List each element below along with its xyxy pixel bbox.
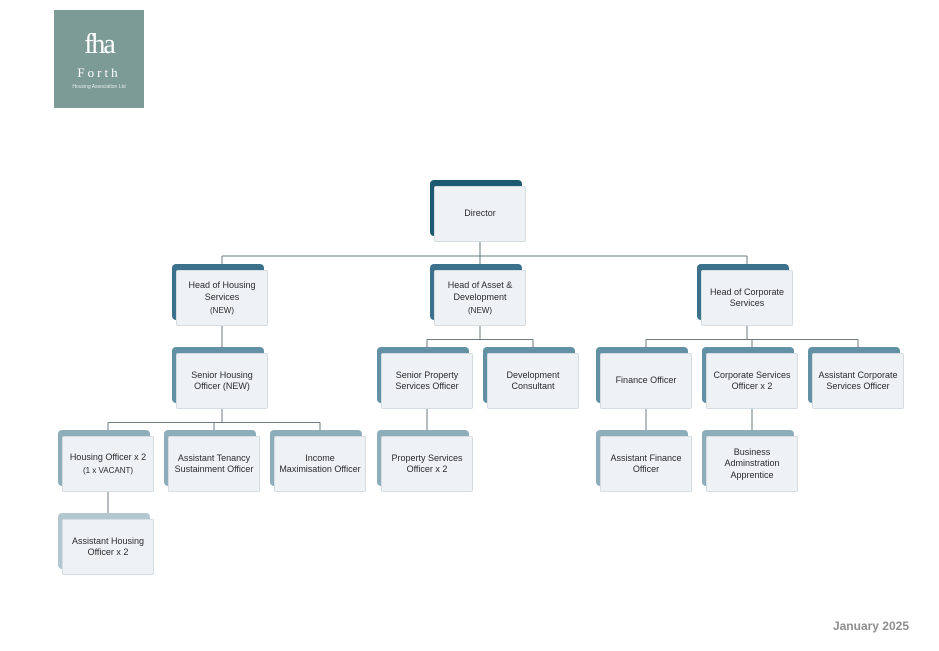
org-node-label: Income Maximisation Officer xyxy=(279,453,361,476)
org-node-label: Head of Housing Services xyxy=(181,280,263,303)
org-node-fin_off: Finance Officer xyxy=(600,353,692,409)
logo: fha Forth Housing Association Ltd xyxy=(54,10,144,108)
org-node-label: Business Adminstration Apprentice xyxy=(711,447,793,481)
org-node-box: Head of Housing Services (NEW) xyxy=(176,270,268,326)
org-node-sublabel: (NEW) xyxy=(468,306,492,316)
org-node-dev_cons: Development Consultant xyxy=(487,353,579,409)
org-node-label: Corporate Services Officer x 2 xyxy=(711,370,793,393)
org-node-sublabel: (NEW) xyxy=(210,306,234,316)
org-node-head_housing: Head of Housing Services (NEW) xyxy=(176,270,268,326)
org-node-label: Assistant Finance Officer xyxy=(605,453,687,476)
org-node-label: Development Consultant xyxy=(492,370,574,393)
org-node-sen_housing: Senior Housing Officer (NEW) xyxy=(176,353,268,409)
org-node-label: Head of Corporate Services xyxy=(706,287,788,310)
org-node-box: Head of Asset & Development (NEW) xyxy=(434,270,526,326)
org-node-box: Assistant Housing Officer x 2 xyxy=(62,519,154,575)
org-node-label: Housing Officer x 2 xyxy=(70,452,146,463)
org-node-box: Senior Property Services Officer xyxy=(381,353,473,409)
org-node-label: Assistant Housing Officer x 2 xyxy=(67,536,149,559)
org-node-box: Corporate Services Officer x 2 xyxy=(706,353,798,409)
org-node-asst_housing: Assistant Housing Officer x 2 xyxy=(62,519,154,575)
org-node-label: Assistant Tenancy Sustainment Officer xyxy=(173,453,255,476)
org-node-head_asset: Head of Asset & Development (NEW) xyxy=(434,270,526,326)
logo-main: fha xyxy=(84,29,114,61)
footer-date: January 2025 xyxy=(833,619,909,633)
logo-tiny: Housing Association Ltd xyxy=(72,84,125,90)
org-node-asst_fin: Assistant Finance Officer xyxy=(600,436,692,492)
org-node-asst_ten: Assistant Tenancy Sustainment Officer xyxy=(168,436,260,492)
org-node-label: Finance Officer xyxy=(616,375,677,386)
org-node-sen_prop: Senior Property Services Officer xyxy=(381,353,473,409)
org-node-box: Director xyxy=(434,186,526,242)
org-node-label: Senior Housing Officer (NEW) xyxy=(181,370,263,393)
org-node-corp_serv: Corporate Services Officer x 2 xyxy=(706,353,798,409)
org-node-housing_off: Housing Officer x 2 (1 x VACANT) xyxy=(62,436,154,492)
org-node-label: Senior Property Services Officer xyxy=(386,370,468,393)
org-node-box: Business Adminstration Apprentice xyxy=(706,436,798,492)
org-node-bus_admin: Business Adminstration Apprentice xyxy=(706,436,798,492)
org-node-box: Finance Officer xyxy=(600,353,692,409)
org-node-box: Property Services Officer x 2 xyxy=(381,436,473,492)
org-node-box: Assistant Tenancy Sustainment Officer xyxy=(168,436,260,492)
org-node-director: Director xyxy=(434,186,526,242)
org-node-label: Property Services Officer x 2 xyxy=(386,453,468,476)
org-node-box: Head of Corporate Services xyxy=(701,270,793,326)
org-node-box: Senior Housing Officer (NEW) xyxy=(176,353,268,409)
org-node-label: Assistant Corporate Services Officer xyxy=(817,370,899,393)
logo-sub: Forth xyxy=(77,65,120,81)
org-node-prop_serv: Property Services Officer x 2 xyxy=(381,436,473,492)
org-node-label: Director xyxy=(464,208,496,219)
org-node-box: Housing Officer x 2 (1 x VACANT) xyxy=(62,436,154,492)
org-node-income_max: Income Maximisation Officer xyxy=(274,436,366,492)
org-node-box: Development Consultant xyxy=(487,353,579,409)
org-node-sublabel: (1 x VACANT) xyxy=(83,466,133,476)
org-node-box: Assistant Corporate Services Officer xyxy=(812,353,904,409)
org-node-asst_corp: Assistant Corporate Services Officer xyxy=(812,353,904,409)
org-node-box: Income Maximisation Officer xyxy=(274,436,366,492)
org-node-box: Assistant Finance Officer xyxy=(600,436,692,492)
org-node-head_corp: Head of Corporate Services xyxy=(701,270,793,326)
org-node-label: Head of Asset & Development xyxy=(439,280,521,303)
